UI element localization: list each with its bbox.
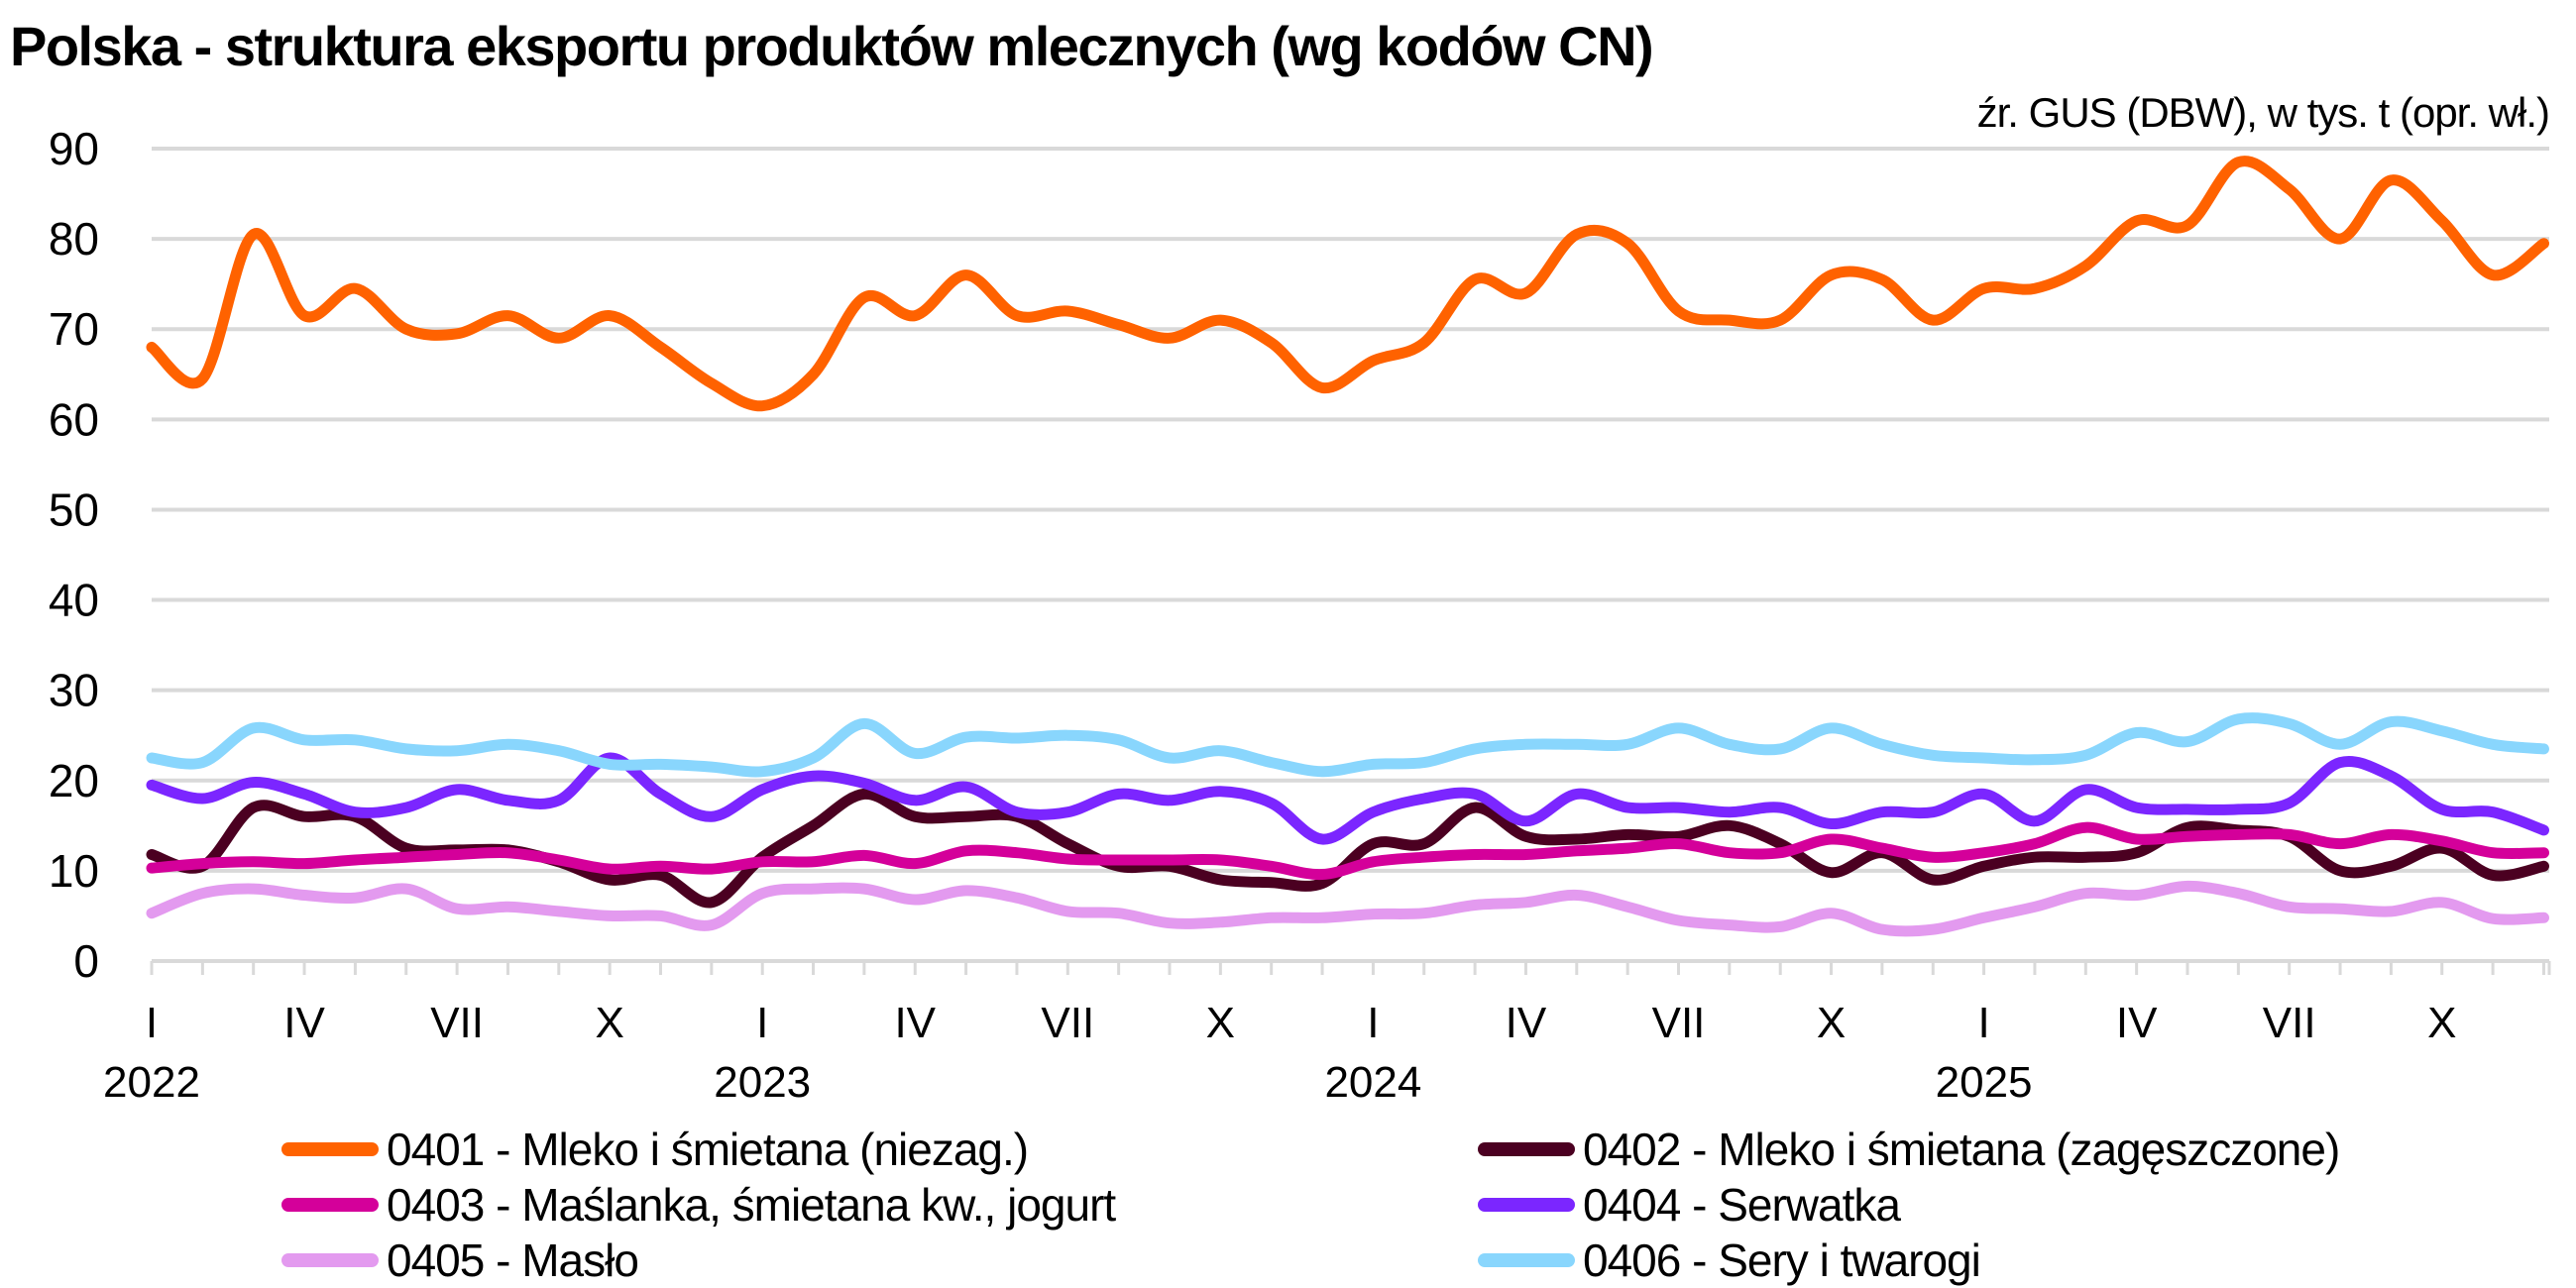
legend-label: 0404 - Serwatka	[1583, 1179, 1901, 1231]
x-tick-label: VII	[1652, 999, 1706, 1047]
legend-item-0405: 0405 - Masło	[281, 1233, 639, 1288]
legend-swatch	[281, 1142, 379, 1156]
y-tick-label: 70	[49, 303, 99, 355]
series-line-0405	[146, 880, 2549, 937]
x-tick-label: IV	[1506, 999, 1547, 1047]
legend-label: 0403 - Maślanka, śmietana kw., jogurt	[387, 1179, 1116, 1231]
legend-swatch	[1478, 1198, 1575, 1212]
y-tick-label: 40	[49, 575, 99, 626]
y-tick-label: 30	[49, 665, 99, 716]
x-tick-label: IV	[2116, 999, 2158, 1047]
x-year-label: 2022	[103, 1058, 200, 1107]
x-year-label: 2025	[1936, 1058, 2033, 1107]
chart-title: Polska - struktura eksportu produktów ml…	[10, 15, 1654, 77]
legend-swatch	[1478, 1253, 1575, 1267]
legend-swatch	[281, 1198, 379, 1212]
x-tick-label: VII	[1041, 999, 1094, 1047]
x-tick-label: I	[1977, 999, 1989, 1047]
series-line-0404	[146, 752, 2549, 845]
x-tick-label: X	[2427, 999, 2456, 1047]
legend-swatch	[1478, 1142, 1575, 1156]
y-tick-label: 50	[49, 483, 99, 535]
legend-label: 0402 - Mleko i śmietana (zagęszczone)	[1583, 1124, 2340, 1175]
x-year-label: 2023	[714, 1058, 811, 1107]
x-tick-label: I	[146, 999, 158, 1047]
x-tick-label: I	[756, 999, 768, 1047]
y-tick-label: 60	[49, 393, 99, 445]
y-tick-label: 80	[49, 213, 99, 265]
legend-item-0406: 0406 - Sery i twarogi	[1478, 1233, 1981, 1288]
x-tick-label: IV	[283, 999, 325, 1047]
y-tick-label: 90	[49, 123, 99, 174]
x-tick-label: VII	[2263, 999, 2316, 1047]
x-tick-label: VII	[430, 999, 484, 1047]
series-line-0403	[146, 821, 2549, 881]
legend-item-0404: 0404 - Serwatka	[1478, 1177, 1901, 1233]
x-tick-label: IV	[894, 999, 936, 1047]
x-tick-label: X	[595, 999, 623, 1047]
chart-source-note: źr. GUS (DBW), w tys. t (opr. wł.)	[1976, 89, 2550, 136]
legend-item-0403: 0403 - Maślanka, śmietana kw., jogurt	[281, 1177, 1116, 1233]
x-tick-label: I	[1367, 999, 1379, 1047]
x-year-label: 2024	[1324, 1058, 1421, 1107]
legend-label: 0405 - Masło	[387, 1234, 639, 1286]
legend-label: 0406 - Sery i twarogi	[1583, 1234, 1981, 1286]
y-tick-label: 10	[49, 845, 99, 897]
series-line-0406	[146, 712, 2549, 778]
legend-item-0401: 0401 - Mleko i śmietana (niezag.)	[281, 1122, 1029, 1177]
legend-item-0402: 0402 - Mleko i śmietana (zagęszczone)	[1478, 1122, 2340, 1177]
x-tick-label: X	[1206, 999, 1235, 1047]
series-line-0401	[146, 156, 2549, 412]
y-tick-label: 20	[49, 755, 99, 806]
legend-label: 0401 - Mleko i śmietana (niezag.)	[387, 1124, 1029, 1175]
x-tick-label: X	[1817, 999, 1846, 1047]
legend-swatch	[281, 1253, 379, 1267]
y-tick-label: 0	[73, 935, 99, 987]
